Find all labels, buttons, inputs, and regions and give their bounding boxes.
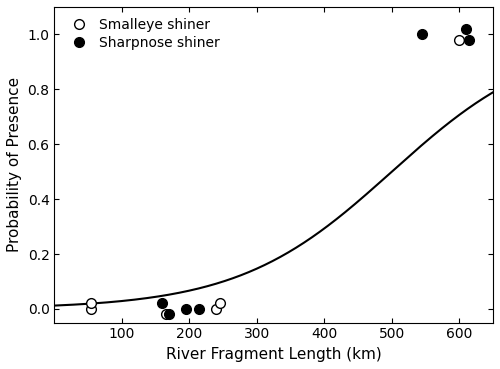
Point bbox=[182, 306, 190, 312]
Point bbox=[162, 311, 170, 317]
Point bbox=[462, 26, 470, 32]
Point bbox=[158, 300, 166, 306]
Point bbox=[456, 37, 464, 43]
Point bbox=[88, 300, 96, 306]
Point bbox=[212, 306, 220, 312]
Point bbox=[466, 37, 473, 43]
Point bbox=[88, 306, 96, 312]
Point bbox=[216, 300, 224, 306]
Y-axis label: Probability of Presence: Probability of Presence bbox=[7, 77, 22, 252]
Legend: Smalleye shiner, Sharpnose shiner: Smalleye shiner, Sharpnose shiner bbox=[62, 14, 224, 54]
Point bbox=[196, 306, 203, 312]
Point bbox=[165, 311, 173, 317]
Point bbox=[418, 31, 426, 37]
X-axis label: River Fragment Length (km): River Fragment Length (km) bbox=[166, 347, 382, 362]
